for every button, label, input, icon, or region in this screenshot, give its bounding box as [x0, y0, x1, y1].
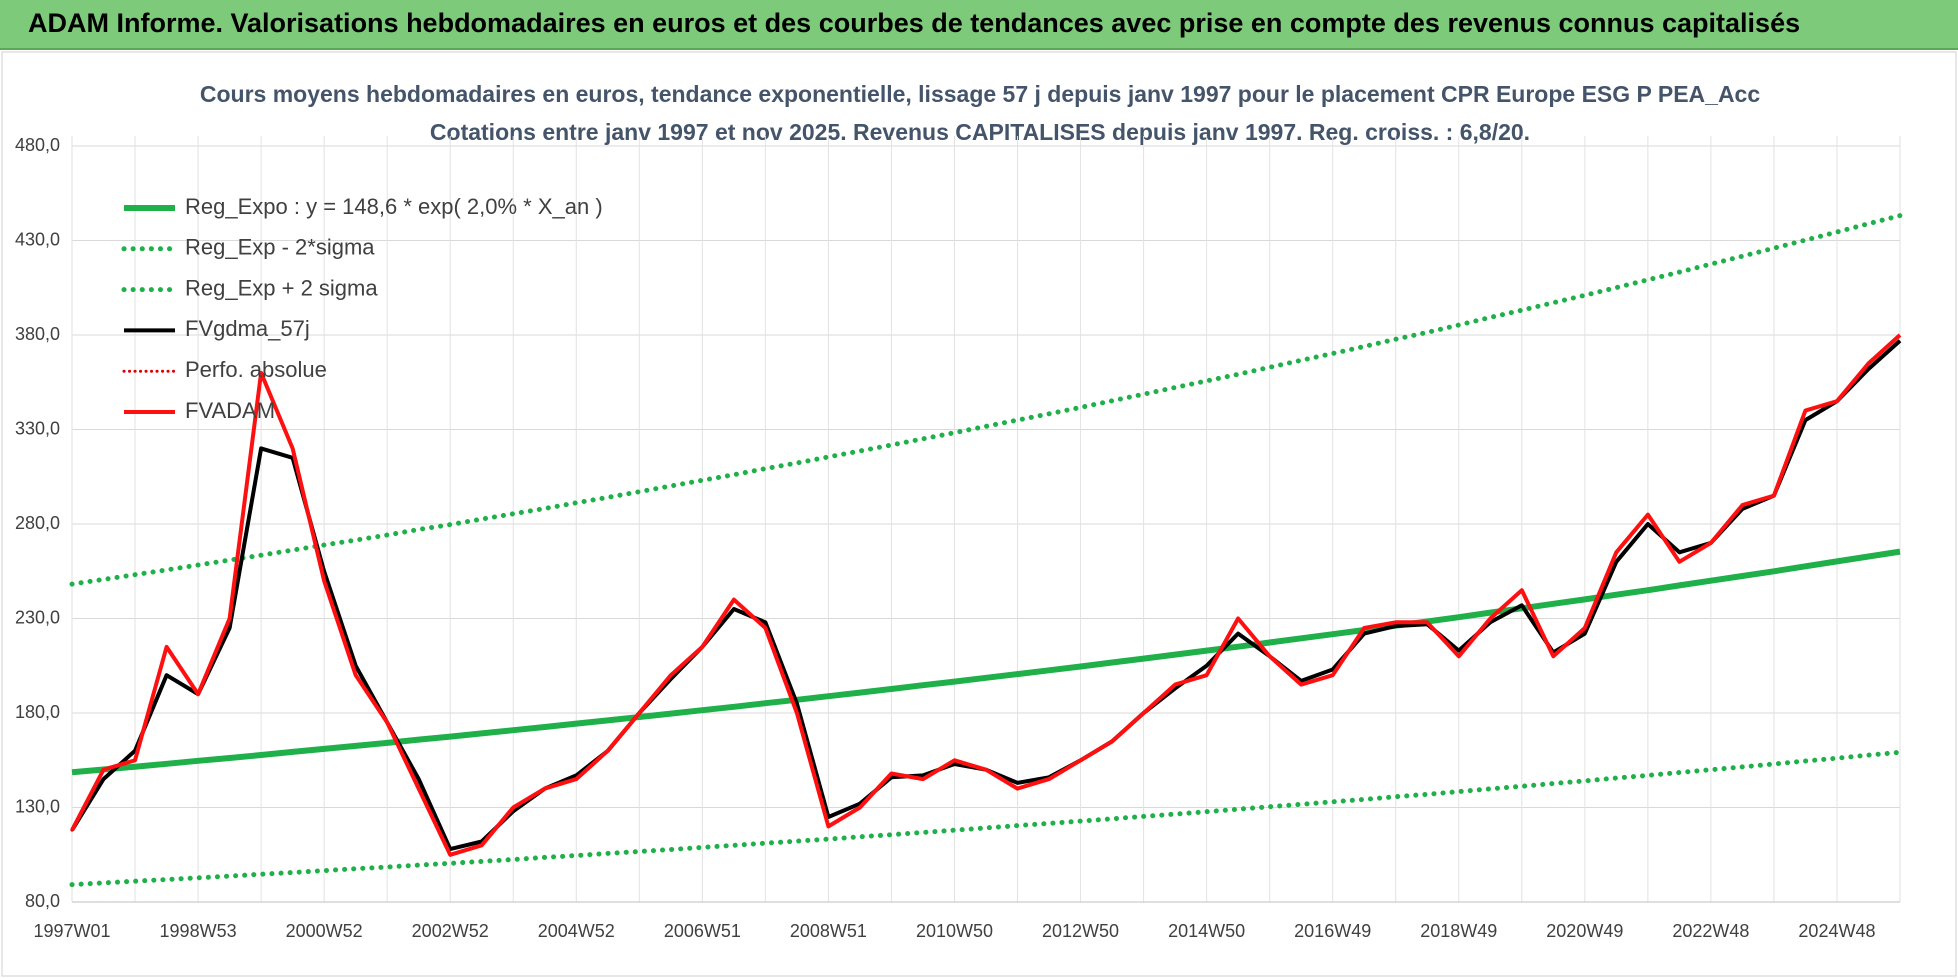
chart-subtitle: Cotations entre janv 1997 et nov 2025. R… — [430, 119, 1530, 145]
y-tick-label: 180,0 — [15, 702, 60, 722]
legend-label: Reg_Exp + 2 sigma — [185, 275, 378, 300]
x-tick-label: 2024W48 — [1798, 921, 1875, 941]
legend-label: Reg_Exp - 2*sigma — [185, 235, 375, 260]
x-tick-label: 2010W50 — [916, 921, 993, 941]
x-tick-label: 2004W52 — [538, 921, 615, 941]
series-line — [70, 333, 1902, 857]
x-tick-label: 2006W51 — [664, 921, 741, 941]
x-tick-label: 2008W51 — [790, 921, 867, 941]
x-tick-label: 2022W48 — [1672, 921, 1749, 941]
y-tick-label: 430,0 — [15, 229, 60, 249]
legend-label: FVgdma_57j — [185, 316, 310, 341]
legend-label: Reg_Expo : y = 148,6 * exp( 2,0% * X_an … — [185, 194, 603, 219]
y-tick-label: 130,0 — [15, 796, 60, 816]
chart: Cours moyens hebdomadaires en euros, ten… — [1, 51, 1957, 977]
x-tick-label: 2016W49 — [1294, 921, 1371, 941]
legend-label: Perfo. absolue — [185, 357, 327, 382]
x-tick-label: 2002W52 — [412, 921, 489, 941]
y-tick-label: 280,0 — [15, 513, 60, 533]
series-line — [69, 213, 1903, 587]
x-tick-label: 2018W49 — [1420, 921, 1497, 941]
y-tick-label: 230,0 — [15, 607, 60, 627]
series-line — [69, 749, 1903, 888]
x-tick-label: 2020W49 — [1546, 921, 1623, 941]
x-tick-label: 1998W53 — [160, 921, 237, 941]
header-title: ADAM Informe. Valorisations hebdomadaire… — [28, 8, 1801, 38]
y-tick-label: 330,0 — [15, 418, 60, 438]
y-tick-label: 380,0 — [15, 324, 60, 344]
x-tick-label: 2012W50 — [1042, 921, 1119, 941]
legend-label: FVADAM — [185, 398, 275, 423]
x-tick-label: 2014W50 — [1168, 921, 1245, 941]
x-tick-label: 1997W01 — [33, 921, 110, 941]
x-tick-label: 2000W52 — [286, 921, 363, 941]
y-tick-label: 480,0 — [15, 135, 60, 155]
header-bar: ADAM Informe. Valorisations hebdomadaire… — [0, 0, 1958, 50]
y-tick-label: 80,0 — [25, 891, 60, 911]
chart-title: Cours moyens hebdomadaires en euros, ten… — [200, 81, 1760, 107]
chart-frame — [1, 51, 1957, 977]
